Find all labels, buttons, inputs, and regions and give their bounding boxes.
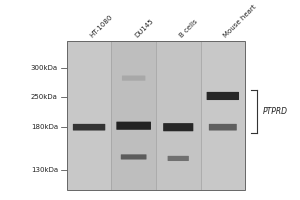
FancyBboxPatch shape xyxy=(209,124,237,131)
Text: HT-1080: HT-1080 xyxy=(89,14,114,39)
FancyBboxPatch shape xyxy=(116,122,151,130)
Text: 250kDa: 250kDa xyxy=(31,94,58,100)
Text: 180kDa: 180kDa xyxy=(31,124,58,130)
Text: Mouse heart: Mouse heart xyxy=(223,4,258,39)
FancyBboxPatch shape xyxy=(168,156,189,161)
FancyBboxPatch shape xyxy=(207,92,239,100)
FancyBboxPatch shape xyxy=(122,76,146,81)
Text: DU145: DU145 xyxy=(134,18,154,39)
FancyBboxPatch shape xyxy=(200,41,245,190)
FancyBboxPatch shape xyxy=(111,41,156,190)
Text: 130kDa: 130kDa xyxy=(31,167,58,173)
FancyBboxPatch shape xyxy=(156,41,200,190)
FancyBboxPatch shape xyxy=(67,41,111,190)
FancyBboxPatch shape xyxy=(163,123,193,131)
FancyBboxPatch shape xyxy=(121,154,146,160)
FancyBboxPatch shape xyxy=(73,124,105,131)
Text: B cells: B cells xyxy=(178,19,199,39)
Text: PTPRD: PTPRD xyxy=(263,107,288,116)
Text: 300kDa: 300kDa xyxy=(31,65,58,71)
